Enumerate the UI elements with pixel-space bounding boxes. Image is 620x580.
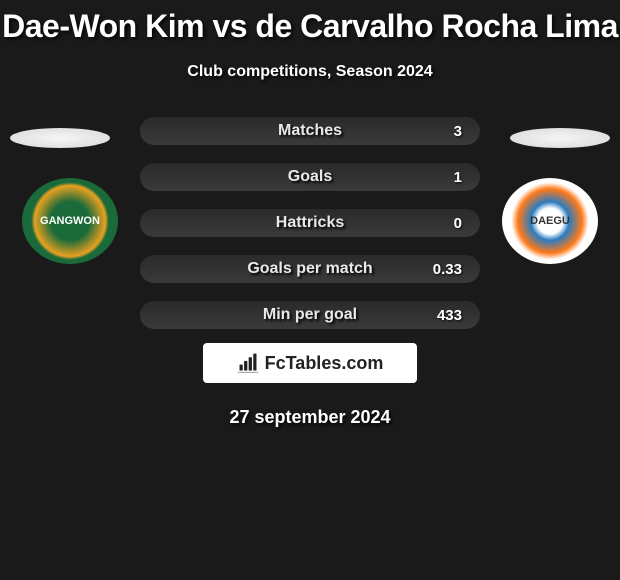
stat-label: Hattricks [276, 214, 344, 232]
stat-bar-gpm: Goals per match 0.33 [140, 255, 480, 283]
stat-label: Min per goal [263, 306, 357, 324]
player-1-disc [10, 128, 110, 148]
player-2-disc [510, 128, 610, 148]
brand-box[interactable]: FcTables.com [203, 343, 417, 383]
player-1-club-badge: GANGWON [22, 178, 118, 264]
stat-right-val: 0.33 [422, 261, 462, 278]
stat-right-val: 3 [422, 123, 462, 140]
page-title: Dae-Won Kim vs de Carvalho Rocha Lima [0, 0, 620, 45]
player-2-club-badge: DAEGU [502, 178, 598, 264]
stat-label: Goals per match [247, 260, 372, 278]
subtitle: Club competitions, Season 2024 [0, 63, 620, 81]
club-1-shape: GANGWON [22, 178, 118, 264]
brand-text: FcTables.com [265, 353, 384, 374]
club-2-shape: DAEGU [502, 178, 598, 264]
stat-right-val: 0 [422, 215, 462, 232]
stat-bar-hattricks: Hattricks 0 [140, 209, 480, 237]
stat-right-val: 1 [422, 169, 462, 186]
stat-label: Goals [288, 168, 332, 186]
club-1-label: GANGWON [40, 215, 100, 227]
stat-bar-goals: Goals 1 [140, 163, 480, 191]
date-line: 27 september 2024 [0, 407, 620, 428]
stat-bar-mpg: Min per goal 433 [140, 301, 480, 329]
stat-right-val: 433 [422, 307, 462, 324]
stat-bar-matches: Matches 3 [140, 117, 480, 145]
club-2-label: DAEGU [530, 215, 570, 227]
stat-label: Matches [278, 122, 342, 140]
bar-chart-icon [237, 352, 259, 374]
